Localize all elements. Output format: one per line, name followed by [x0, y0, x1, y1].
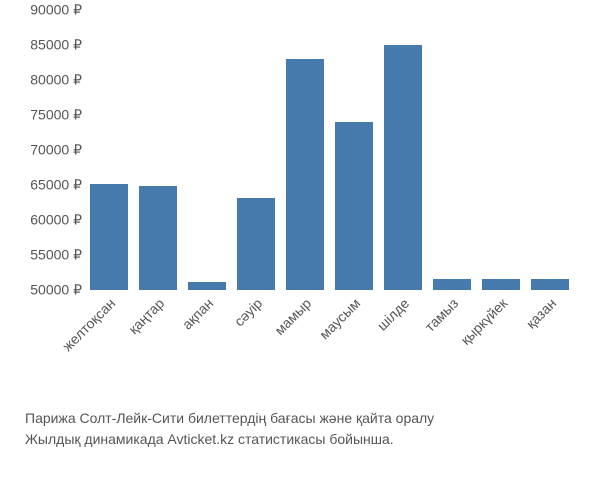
- x-axis-label: қаңтар: [125, 295, 167, 337]
- y-tick-label: 75000 ₽: [30, 107, 82, 124]
- y-tick-label: 90000 ₽: [30, 2, 82, 19]
- bar: [531, 279, 569, 290]
- y-tick-label: 80000 ₽: [30, 72, 82, 89]
- caption-line-2: Жылдық динамикада Avticket.kz статистика…: [25, 429, 590, 450]
- bar: [482, 279, 520, 290]
- y-tick-label: 70000 ₽: [30, 142, 82, 159]
- bar: [384, 45, 422, 290]
- x-axis-label: желтоқсан: [59, 295, 118, 354]
- x-axis-label: қыркүйек: [457, 295, 510, 348]
- chart-container: 50000 ₽ 55000 ₽ 60000 ₽ 65000 ₽ 70000 ₽ 75000…: [0, 10, 600, 370]
- x-axis-label: тамыз: [422, 295, 462, 335]
- y-tick-label: 65000 ₽: [30, 177, 82, 194]
- plot-area: [90, 10, 580, 290]
- x-axis-label: мамыр: [271, 295, 314, 338]
- bar: [90, 184, 128, 290]
- y-tick-label: 55000 ₽: [30, 247, 82, 264]
- x-axis-label: қазан: [523, 295, 560, 332]
- x-axis-label: ақпан: [179, 295, 216, 332]
- chart-caption: Парижа Солт-Лейк-Сити билеттердің бағасы…: [25, 408, 590, 450]
- y-tick-label: 50000 ₽: [30, 282, 82, 299]
- bar: [335, 122, 373, 290]
- x-axis-label: шілде: [374, 295, 413, 334]
- bar: [188, 282, 226, 290]
- y-tick-label: 60000 ₽: [30, 212, 82, 229]
- x-axis: желтоқсанқаңтарақпансәуірмамырмаусымшілд…: [90, 295, 580, 385]
- bar: [433, 279, 471, 290]
- bar: [237, 198, 275, 290]
- y-axis: 50000 ₽55000 ₽60000 ₽65000 ₽70000 ₽75000…: [0, 10, 90, 290]
- x-axis-label: маусым: [316, 295, 363, 342]
- bar: [286, 59, 324, 290]
- x-axis-label: сәуір: [231, 295, 265, 329]
- bar: [139, 186, 177, 290]
- caption-line-1: Парижа Солт-Лейк-Сити билеттердің бағасы…: [25, 408, 590, 429]
- y-tick-label: 85000 ₽: [30, 37, 82, 54]
